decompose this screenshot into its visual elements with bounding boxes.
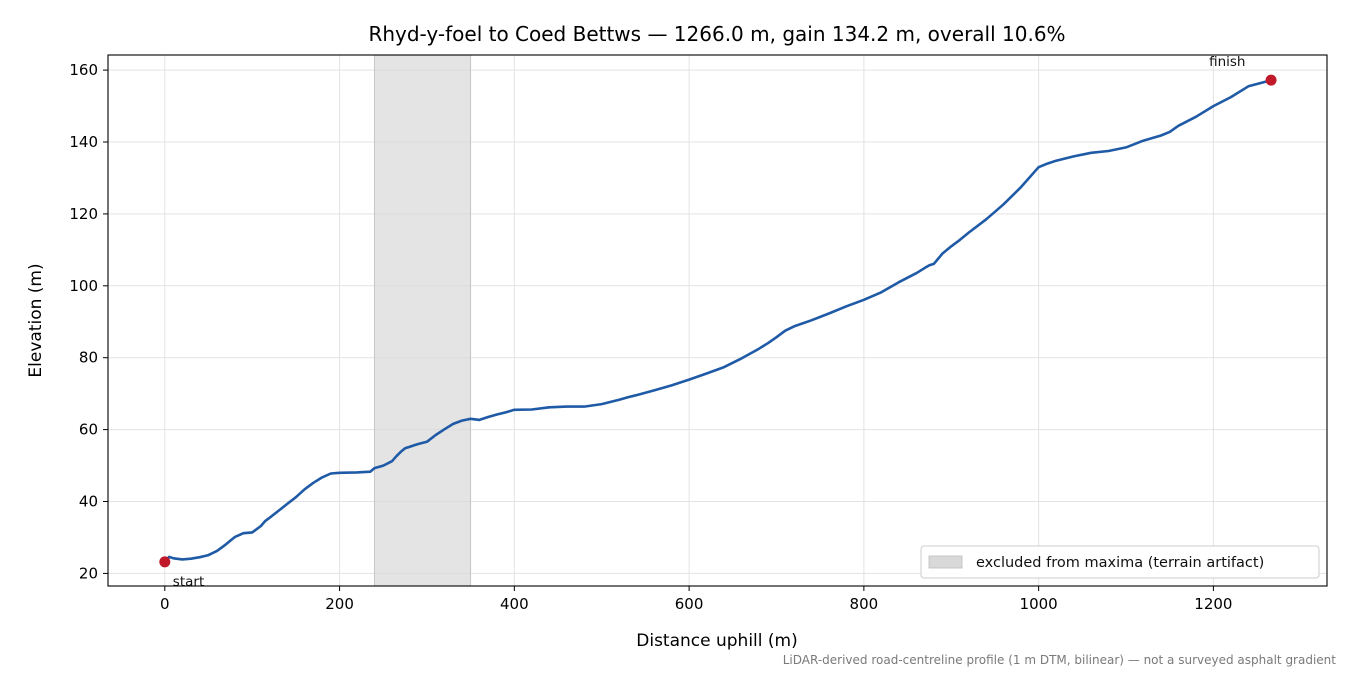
x-tick-label: 200: [325, 595, 354, 613]
elevation-line: [163, 78, 1273, 564]
legend: excluded from maxima (terrain artifact): [920, 545, 1320, 579]
excluded-band: [374, 54, 472, 587]
x-tick-label: 600: [675, 595, 704, 613]
x-tick-label: 0: [160, 595, 170, 613]
finish-label: finish: [1209, 54, 1245, 70]
y-axis-label: Elevation (m): [26, 263, 46, 377]
footnote: LiDAR-derived road-centreline profile (1…: [783, 653, 1337, 667]
y-tick-label: 40: [79, 493, 98, 511]
y-tick-label: 160: [69, 61, 98, 79]
x-tick-label: 400: [500, 595, 529, 613]
legend-entry-excluded: excluded from maxima (terrain artifact): [976, 555, 1264, 571]
x-tick-label: 1200: [1194, 595, 1232, 613]
x-axis-label: Distance uphill (m): [636, 631, 797, 651]
endpoint-markers: start finish: [159, 54, 1277, 590]
chart-title: Rhyd-y-foel to Coed Bettws — 1266.0 m, g…: [368, 22, 1065, 46]
y-tick-label: 80: [79, 349, 98, 367]
y-tick-label: 100: [69, 277, 98, 295]
legend-box: [920, 545, 1320, 579]
start-label: start: [173, 574, 204, 590]
y-tick-label: 60: [79, 421, 98, 439]
y-tick-label: 140: [69, 133, 98, 151]
axis-ticks: 0 200 400 600 800 1000 1200 20 40 60 80 100 120 140 16…: [69, 61, 1232, 613]
x-tick-label: 1000: [1020, 595, 1058, 613]
y-tick-label: 120: [69, 205, 98, 223]
legend-swatch: [928, 555, 963, 569]
start-marker: [159, 556, 171, 568]
grid-lines: [108, 55, 1327, 586]
finish-marker: [1265, 74, 1277, 86]
y-tick-label: 20: [79, 564, 98, 582]
plot-frame: [107, 54, 1328, 587]
x-tick-label: 800: [850, 595, 879, 613]
